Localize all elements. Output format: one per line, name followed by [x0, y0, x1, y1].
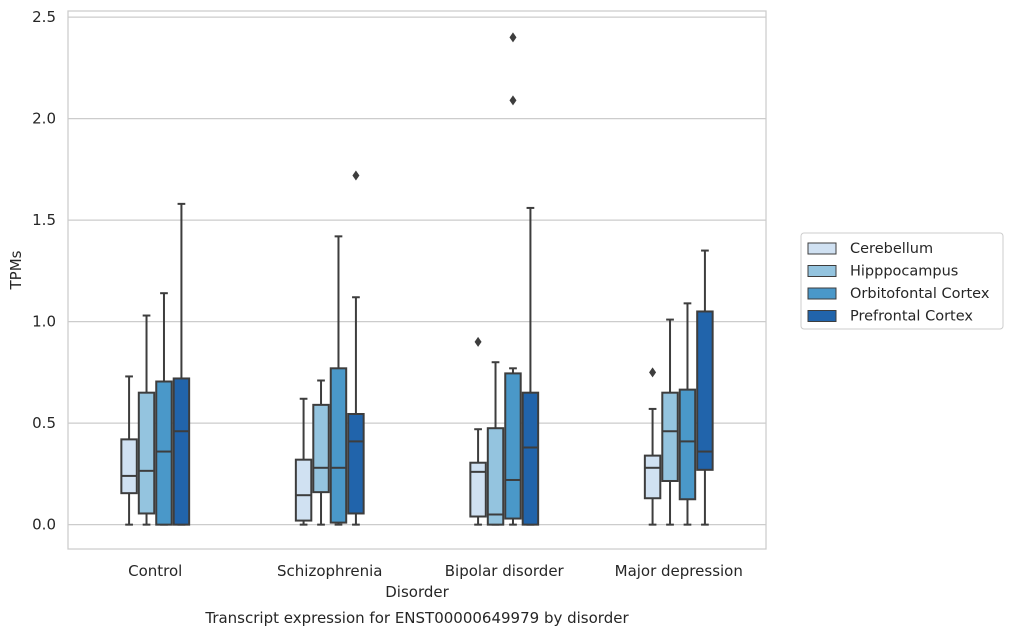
outlier-marker — [649, 367, 657, 378]
outlier-marker — [474, 336, 482, 347]
box-iqr — [504, 372, 522, 520]
y-tick-label: 2.5 — [32, 8, 56, 26]
legend-label: Hipppocampus — [850, 264, 958, 280]
box-iqr — [661, 391, 679, 482]
box-iqr — [347, 412, 365, 515]
box-iqr — [329, 367, 348, 524]
box — [172, 202, 191, 526]
y-tick-label: 0.5 — [32, 414, 56, 432]
box-group-bipolar-disorder — [469, 32, 540, 526]
box-iqr — [521, 391, 540, 526]
legend: Cerebellum Hipppocampus Orbitofontal Corte… — [800, 232, 1004, 330]
y-tick-labels: 0.0 0.5 1.0 1.5 2.0 2.5 — [32, 8, 56, 534]
box — [347, 170, 365, 526]
legend-item: Prefrontal Cortex — [807, 309, 973, 325]
box-group-schizophrenia — [294, 170, 365, 526]
legend-swatch — [807, 287, 837, 300]
box — [504, 32, 522, 526]
box-iqr — [294, 458, 313, 522]
x-tick-labels: Control Schizophrenia Bipolar disorder Majo… — [128, 562, 743, 580]
x-axis-label: Disorder — [385, 583, 449, 601]
legend-label: Cerebellum — [850, 241, 933, 257]
box-iqr — [678, 388, 697, 501]
box — [696, 249, 714, 526]
box — [521, 206, 540, 526]
box-iqr — [696, 310, 714, 471]
box-iqr — [312, 403, 330, 494]
y-tick-label: 0.0 — [32, 516, 56, 534]
box — [329, 235, 348, 526]
box — [469, 336, 487, 526]
box — [486, 361, 505, 526]
outlier-marker — [509, 32, 517, 43]
box — [120, 375, 138, 526]
x-tick-label: Control — [128, 562, 182, 580]
box — [643, 367, 662, 526]
y-axis-label: TPMs — [7, 250, 25, 290]
legend-item: Orbitofontal Cortex — [807, 286, 990, 302]
legend-label: Prefrontal Cortex — [850, 309, 973, 325]
y-tick-label: 1.5 — [32, 211, 56, 229]
outlier-marker — [509, 95, 517, 106]
legend-swatch — [807, 242, 837, 255]
box — [155, 292, 173, 526]
box-iqr — [486, 427, 505, 526]
x-tick-label: Schizophrenia — [277, 562, 382, 580]
x-tick-label: Major depression — [615, 562, 743, 580]
box-group-control — [120, 202, 191, 526]
plot-frame — [67, 10, 767, 550]
legend-item: Hipppocampus — [807, 264, 958, 280]
legend-swatch — [807, 310, 837, 322]
box-iqr — [155, 380, 173, 526]
box-iqr — [120, 438, 138, 495]
box — [294, 397, 313, 526]
chart-caption: Transcript expression for ENST0000064997… — [204, 609, 629, 627]
box — [661, 318, 679, 526]
box-iqr — [469, 461, 487, 518]
box — [678, 302, 697, 526]
legend-frame — [800, 232, 1004, 330]
legend-label: Orbitofontal Cortex — [850, 286, 990, 302]
box — [137, 314, 156, 526]
box-group-major-depression — [643, 249, 714, 526]
box-iqr — [172, 377, 191, 526]
y-tick-label: 2.0 — [32, 110, 56, 128]
box-iqr — [643, 454, 662, 500]
legend-swatch — [807, 265, 837, 277]
box-groups — [120, 32, 714, 526]
y-tick-label: 1.0 — [32, 313, 56, 331]
outlier-marker — [352, 170, 360, 181]
box — [312, 379, 330, 526]
x-tick-label: Bipolar disorder — [445, 562, 565, 580]
legend-item: Cerebellum — [807, 241, 933, 257]
box-iqr — [137, 391, 156, 515]
